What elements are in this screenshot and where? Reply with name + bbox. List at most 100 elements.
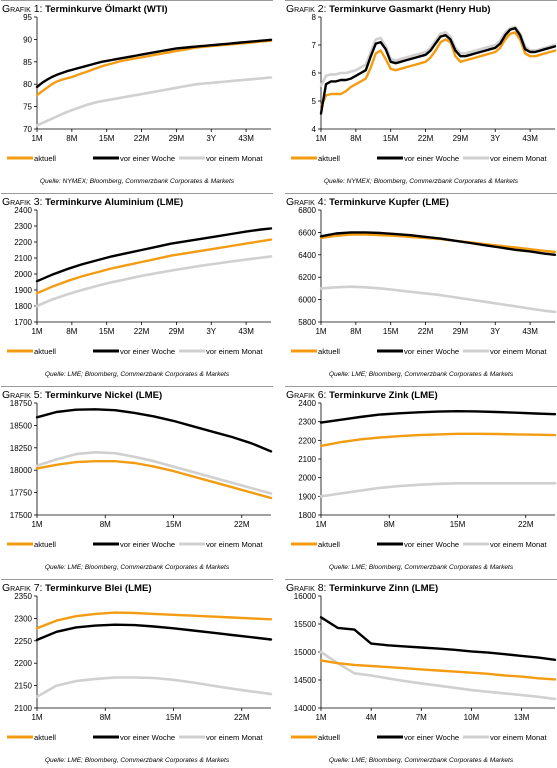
chart-source: Quelle: NYMEX; Bloomberg, Commerzbank Co… — [323, 178, 519, 185]
x-tick-label: 8M — [350, 134, 361, 143]
chart-source: Quelle: LME; Bloomberg, Commerzbank Corp… — [44, 564, 230, 571]
chart-title: Grafik 5: Terminkurve Nickel (LME) — [2, 389, 162, 401]
line-chart: 14000 14500 15000 15500 16000 1M 4M 7M 10M 13M akt… — [291, 592, 557, 742]
x-tick-label: 1M — [315, 134, 326, 143]
x-tick-label: 13M — [514, 713, 530, 722]
x-tick-label: 4M — [366, 713, 377, 722]
series-line — [319, 482, 557, 498]
legend-label: aktuell — [318, 540, 340, 549]
chart-title: Grafik 6: Terminkurve Zink (LME) — [286, 389, 438, 401]
series-line — [35, 450, 273, 495]
x-tick-label: 1M — [31, 520, 42, 529]
series-line — [35, 676, 273, 699]
chart-source: Quelle: LME; Bloomberg, Commerzbank Corp… — [44, 757, 230, 764]
legend-label: vor einem Monat — [206, 154, 263, 163]
x-tick-label: 43M — [522, 134, 538, 143]
series-line — [319, 285, 557, 314]
y-tick-label: 2150 — [14, 682, 32, 691]
series-line — [35, 623, 273, 642]
series-line — [35, 460, 273, 500]
y-tick-label: 15000 — [294, 648, 317, 657]
legend-label: vor einer Woche — [120, 347, 175, 356]
legend-label: vor einer Woche — [120, 540, 175, 549]
x-tick-label: 3Y — [206, 327, 216, 336]
chart-source: Quelle: NYMEX; Bloomberg, Commerzbank Co… — [39, 178, 235, 185]
y-tick-label: 6 — [312, 69, 317, 78]
chart-panel: Grafik 6: Terminkurve Zink (LME) 1800 1900… — [285, 386, 557, 575]
y-tick-label: 2300 — [14, 614, 32, 623]
chart-title-text: Terminkurve Gasmarkt (Henry Hub) — [329, 4, 491, 15]
y-tick-label: 17750 — [10, 489, 33, 498]
y-tick-label: 2000 — [298, 474, 316, 483]
chart-source: Quelle: LME; Bloomberg, Commerzbank Corp… — [328, 564, 514, 571]
x-tick-label: 22M — [134, 134, 150, 143]
legend-label: vor einer Woche — [404, 540, 459, 549]
y-tick-label: 18250 — [10, 444, 33, 453]
series-line — [319, 659, 557, 681]
panel-top-rule — [285, 579, 557, 580]
chart-title: Grafik 3: Terminkurve Aluminium (LME) — [2, 196, 183, 208]
y-tick-label: 2300 — [14, 222, 32, 231]
legend-label: aktuell — [318, 733, 340, 742]
chart-source: Quelle: LME; Bloomberg, Commerzbank Corp… — [328, 371, 514, 378]
legend-label: vor einer Woche — [404, 733, 459, 742]
x-tick-label: 22M — [234, 713, 250, 722]
x-tick-label: 22M — [418, 134, 434, 143]
series-line — [319, 650, 557, 701]
series-line — [319, 31, 557, 108]
x-tick-label: 29M — [169, 134, 185, 143]
legend-label: vor einem Monat — [490, 347, 547, 356]
series-line — [35, 38, 273, 89]
panel-top-rule — [1, 0, 273, 1]
line-chart: 4 5 6 7 8 1M 8M 15M 22M 29M 3Y 43M aktuell vor einer … — [291, 13, 557, 163]
panel-top-rule — [285, 386, 557, 387]
chart-panel: Grafik 1: Terminkurve Ölmarkt (WTI) 70 75 8… — [1, 0, 273, 189]
x-tick-label: 15M — [99, 134, 115, 143]
panel-top-rule — [1, 193, 273, 194]
x-tick-label: 15M — [383, 134, 399, 143]
y-tick-label: 2100 — [14, 254, 32, 263]
y-tick-label: 14000 — [294, 704, 317, 713]
chart-title-text: Terminkurve Zink (LME) — [329, 390, 438, 401]
y-tick-label: 2000 — [14, 270, 32, 279]
series-line — [319, 26, 557, 115]
legend-label: vor einem Monat — [206, 733, 263, 742]
y-tick-label: 2400 — [298, 399, 316, 408]
legend-label: vor einer Woche — [404, 154, 459, 163]
chart-title: Grafik 4: Terminkurve Kupfer (LME) — [286, 196, 449, 208]
x-tick-label: 3Y — [490, 134, 500, 143]
chart-number: Grafik 5: — [2, 389, 43, 401]
series-line — [319, 409, 557, 424]
series-line — [35, 238, 273, 295]
x-tick-label: 8M — [66, 327, 77, 336]
legend-label: aktuell — [318, 347, 340, 356]
y-tick-label: 70 — [23, 125, 32, 134]
line-chart: 17500 17750 18000 18250 18500 18750 1M 8M 15M 22M… — [7, 399, 273, 549]
y-tick-label: 90 — [23, 35, 32, 44]
series-line — [35, 255, 273, 308]
x-tick-label: 10M — [464, 713, 480, 722]
panel-top-rule — [285, 0, 557, 1]
legend-label: aktuell — [34, 347, 56, 356]
line-chart: 70 75 80 85 90 95 1M 8M 15M 22M 29M 3Y 43M aktuell vor… — [7, 13, 273, 163]
y-tick-label: 6000 — [298, 296, 316, 305]
panel-top-rule — [285, 193, 557, 194]
legend-label: vor einer Woche — [120, 733, 175, 742]
x-tick-label: 8M — [100, 713, 111, 722]
series-line — [35, 39, 273, 97]
line-chart: 2100 2150 2200 2250 2300 2350 1M 8M 15M 22M aktuel… — [7, 592, 273, 742]
x-tick-label: 15M — [383, 327, 399, 336]
legend-label: vor einem Monat — [490, 154, 547, 163]
chart-number: Grafik 6: — [286, 389, 327, 401]
y-tick-label: 1700 — [14, 318, 32, 327]
series-line — [35, 76, 273, 127]
y-tick-label: 95 — [23, 13, 32, 22]
chart-panel: Grafik 7: Terminkurve Blei (LME) 2100 2150… — [1, 579, 273, 768]
line-chart: 1700 1800 1900 2000 2100 2200 2300 2400 1M 8M 15M 2… — [7, 206, 273, 356]
chart-title-text: Terminkurve Ölmarkt (WTI) — [45, 4, 168, 15]
legend-label: vor einer Woche — [120, 154, 175, 163]
y-tick-label: 7 — [312, 41, 317, 50]
x-tick-label: 22M — [518, 520, 534, 529]
y-tick-label: 2350 — [14, 592, 32, 601]
legend-label: aktuell — [318, 154, 340, 163]
